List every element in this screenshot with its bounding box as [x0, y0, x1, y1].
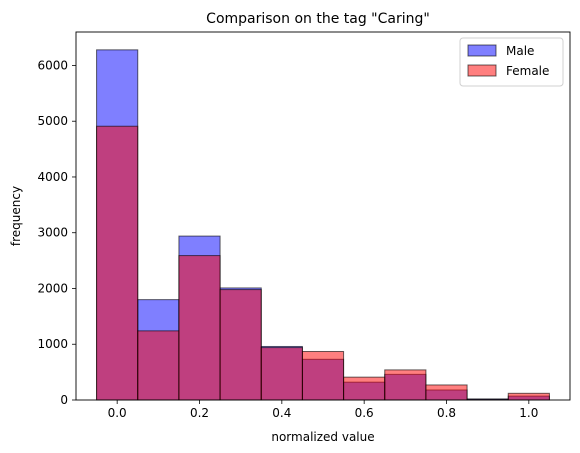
x-tick-label: 0.8	[437, 406, 456, 420]
bar-female-2	[178, 255, 221, 401]
legend-swatch-male	[467, 44, 497, 57]
bar-female-4	[260, 347, 303, 401]
legend-label-male: Male	[506, 44, 534, 58]
x-axis-label: normalized value	[271, 430, 374, 444]
x-tick-label: 1.0	[519, 406, 538, 420]
x-tick-label: 0.2	[190, 406, 209, 420]
legend: Male Female	[459, 37, 564, 87]
legend-label-female: Female	[506, 64, 549, 78]
bar-female-6	[343, 376, 386, 401]
bar-female-8	[425, 384, 468, 401]
y-tick-label: 3000	[37, 226, 68, 240]
y-tick-label: 2000	[37, 281, 68, 295]
plot-frame	[75, 31, 571, 401]
bar-female-0	[96, 125, 139, 401]
bars-layer	[96, 49, 550, 401]
x-axis-ticks: 0.0 0.2 0.4 0.6 0.8 1.0	[108, 400, 538, 420]
y-tick-label: 1000	[37, 337, 68, 351]
y-tick-label: 4000	[37, 170, 68, 184]
y-axis-label: frequency	[9, 186, 23, 246]
legend-swatch-female	[467, 64, 497, 77]
y-tick-label: 6000	[37, 58, 68, 72]
bar-female-3	[219, 289, 262, 401]
y-axis-ticks: 0 1000 2000 3000 4000 5000 6000	[37, 58, 76, 407]
bar-female-1	[137, 330, 180, 401]
x-tick-label: 0.4	[272, 406, 291, 420]
bar-female-5	[301, 350, 345, 401]
y-tick-label: 5000	[37, 114, 68, 128]
chart-title: Comparison on the tag "Caring"	[206, 11, 430, 27]
x-tick-label: 0.0	[108, 406, 127, 420]
y-tick-label: 0	[60, 393, 68, 407]
bar-female-10	[507, 392, 550, 401]
bar-female-7	[384, 369, 427, 401]
x-tick-label: 0.6	[355, 406, 374, 420]
